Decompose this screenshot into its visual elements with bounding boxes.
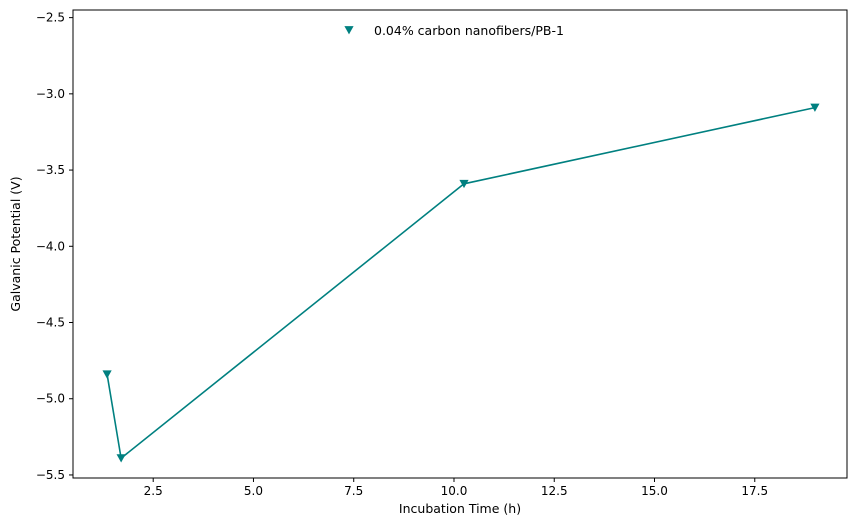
x-axis-ticks: 2.5 5.0 7.5 10.0 12.5 15.0 17.5: [144, 478, 768, 498]
y-tick-label: −3.0: [36, 87, 65, 101]
y-tick-label: −5.5: [36, 468, 65, 482]
legend: 0.04% carbon nanofibers/PB-1: [344, 23, 564, 38]
y-tick-label: −2.5: [36, 11, 65, 25]
x-tick-label: 7.5: [344, 484, 363, 498]
y-axis-label: Galvanic Potential (V): [8, 176, 23, 311]
data-point-marker: [102, 370, 112, 379]
x-axis-label: Incubation Time (h): [399, 501, 521, 516]
x-tick-label: 12.5: [541, 484, 568, 498]
y-tick-label: −5.0: [36, 392, 65, 406]
plot-area-frame: [72, 9, 848, 479]
x-tick-label: 10.0: [441, 484, 468, 498]
x-tick-label: 2.5: [144, 484, 163, 498]
x-tick-label: 17.5: [741, 484, 768, 498]
series-line: [106, 106, 816, 460]
series-markers: [102, 103, 820, 463]
series-lines: [106, 106, 816, 460]
data-point-marker: [810, 103, 820, 112]
data-point-marker: [459, 179, 469, 189]
legend-label: 0.04% carbon nanofibers/PB-1: [374, 23, 564, 38]
data-point-marker: [116, 454, 126, 463]
y-tick-label: −3.5: [36, 163, 65, 177]
x-tick-label: 15.0: [641, 484, 668, 498]
y-axis-ticks: −5.5 −5.0 −4.5 −4.0 −3.5 −3.0 −2.5: [36, 11, 73, 482]
y-tick-label: −4.5: [36, 316, 65, 330]
y-tick-label: −4.0: [36, 239, 65, 253]
legend-marker-triangle-down-icon: [344, 26, 354, 35]
x-tick-label: 5.0: [244, 484, 263, 498]
